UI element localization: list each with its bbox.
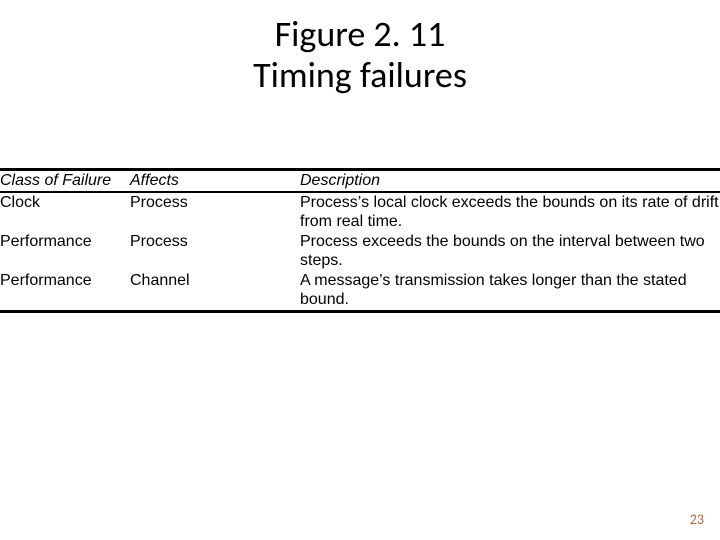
title-line-1: Figure 2. 11 bbox=[0, 14, 720, 55]
header-class-of-failure: Class of Failure bbox=[0, 170, 130, 192]
cell-class-of-failure: Performance bbox=[0, 232, 130, 271]
title-line-2: Timing failures bbox=[0, 55, 720, 96]
cell-description: Process exceeds the bounds on the interv… bbox=[300, 232, 720, 271]
failures-table: Class of Failure Affects Description Clo… bbox=[0, 168, 720, 313]
failures-table-wrap: Class of Failure Affects Description Clo… bbox=[0, 168, 720, 313]
cell-affects: Process bbox=[130, 232, 300, 271]
cell-description: A message’s transmission takes longer th… bbox=[300, 271, 720, 312]
slide: Figure 2. 11 Timing failures Class of Fa… bbox=[0, 0, 720, 540]
table-row: Performance Process Process exceeds the … bbox=[0, 232, 720, 271]
header-affects: Affects bbox=[130, 170, 300, 192]
page-number: 23 bbox=[690, 511, 704, 528]
table-header-row: Class of Failure Affects Description bbox=[0, 170, 720, 192]
cell-description: Process’s local clock exceeds the bounds… bbox=[300, 192, 720, 232]
cell-affects: Channel bbox=[130, 271, 300, 312]
cell-class-of-failure: Clock bbox=[0, 192, 130, 232]
cell-class-of-failure: Performance bbox=[0, 271, 130, 312]
header-description: Description bbox=[300, 170, 720, 192]
cell-affects: Process bbox=[130, 192, 300, 232]
slide-title: Figure 2. 11 Timing failures bbox=[0, 0, 720, 97]
table-row: Clock Process Process’s local clock exce… bbox=[0, 192, 720, 232]
table-row: Performance Channel A message’s transmis… bbox=[0, 271, 720, 312]
